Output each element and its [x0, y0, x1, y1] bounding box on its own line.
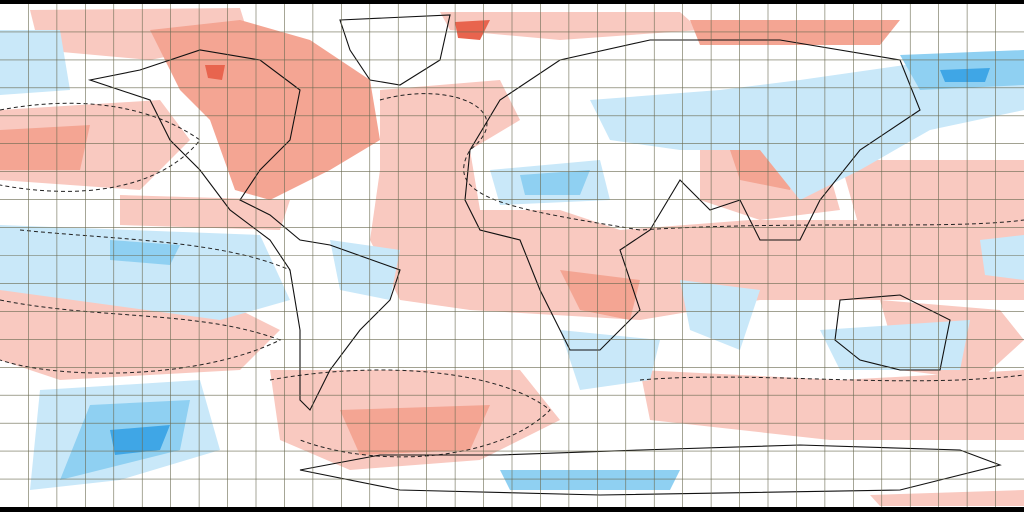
warm-area — [440, 12, 700, 40]
strong-cool-area — [940, 68, 990, 82]
cool-area — [110, 240, 180, 265]
cool-area — [0, 30, 70, 95]
contour-line — [19, 229, 291, 271]
cool-area — [330, 240, 400, 300]
australia-outline — [834, 294, 951, 371]
eurasia-africa-outline — [464, 39, 921, 351]
top-border — [0, 0, 1024, 4]
greenland-outline — [339, 14, 451, 86]
cool-area — [590, 50, 1024, 200]
cool-area — [680, 280, 760, 350]
warm-area — [840, 160, 1024, 230]
strong-warm-area — [205, 65, 225, 80]
cool-area — [520, 170, 590, 195]
americas-outline — [87, 49, 401, 411]
contour-line — [379, 93, 1024, 231]
warm-area — [870, 490, 1024, 506]
contours — [0, 93, 1024, 458]
warm-area — [0, 125, 90, 170]
warm-area — [640, 370, 1024, 440]
coastlines — [87, 14, 1002, 496]
graticule — [0, 4, 1024, 507]
strong-warm-area — [455, 20, 490, 40]
warm-area — [690, 20, 900, 45]
contour-line — [0, 299, 282, 374]
cool-area — [0, 225, 290, 320]
warm-area — [370, 80, 1024, 320]
anomaly-fields — [0, 8, 1024, 506]
contour-line — [269, 369, 551, 458]
bottom-border — [0, 507, 1024, 512]
antarctica-outline — [299, 444, 1002, 496]
contour-line — [0, 102, 201, 192]
cool-area — [500, 470, 680, 490]
cool-area — [980, 235, 1024, 280]
strong-cool-area — [110, 425, 170, 455]
contour-line — [639, 374, 1024, 382]
warm-area — [340, 405, 490, 455]
cool-area — [560, 330, 660, 390]
warm-area — [560, 270, 640, 320]
